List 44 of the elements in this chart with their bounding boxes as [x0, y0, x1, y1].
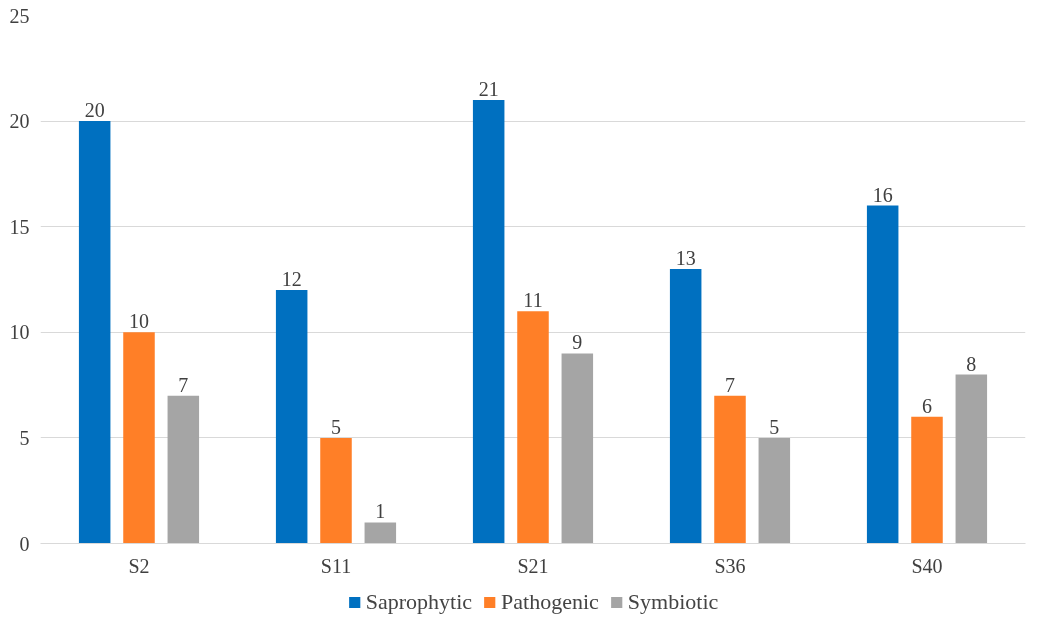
data-label: 5 [769, 415, 780, 438]
x-tick-label: S36 [714, 554, 746, 577]
legend-label: Saprophytic [365, 588, 473, 615]
bar [167, 395, 200, 544]
y-tick-label: 20 [9, 110, 30, 133]
y-tick-label: 5 [19, 426, 30, 449]
bar [714, 395, 746, 544]
bar [472, 99, 505, 544]
bar [911, 416, 943, 544]
bar [78, 121, 111, 544]
y-tick-label: 15 [9, 215, 30, 238]
bar [364, 522, 397, 544]
x-tick-label: S40 [911, 554, 943, 577]
bar [669, 268, 702, 544]
x-tick-label: S21 [517, 554, 549, 577]
y-tick-label: 25 [9, 4, 30, 27]
bar [275, 290, 308, 544]
bar [758, 437, 791, 544]
bar [517, 311, 549, 544]
bar [561, 353, 594, 544]
bar [123, 332, 155, 544]
data-label: 10 [129, 310, 149, 333]
data-label: 11 [523, 289, 543, 312]
y-tick-label: 10 [9, 321, 30, 344]
data-label: 16 [872, 183, 893, 206]
data-label: 20 [84, 99, 105, 122]
data-label: 7 [725, 373, 735, 396]
y-tick-label: 0 [19, 532, 30, 555]
data-label: 7 [178, 373, 189, 396]
bar [320, 437, 352, 544]
x-tick-label: S2 [128, 554, 150, 577]
data-label: 12 [281, 268, 302, 291]
data-label: 21 [478, 77, 499, 100]
data-label: 1 [375, 500, 386, 523]
data-label: 8 [966, 352, 977, 375]
data-label: 5 [331, 415, 341, 438]
legend-label: Symbiotic [627, 588, 719, 615]
bar [866, 205, 899, 544]
x-tick-label: S11 [320, 554, 352, 577]
data-label: 13 [675, 246, 696, 269]
data-label: 9 [572, 331, 583, 354]
legend-label: Pathogenic [501, 588, 599, 615]
bar [955, 374, 988, 544]
data-label: 6 [922, 394, 932, 417]
